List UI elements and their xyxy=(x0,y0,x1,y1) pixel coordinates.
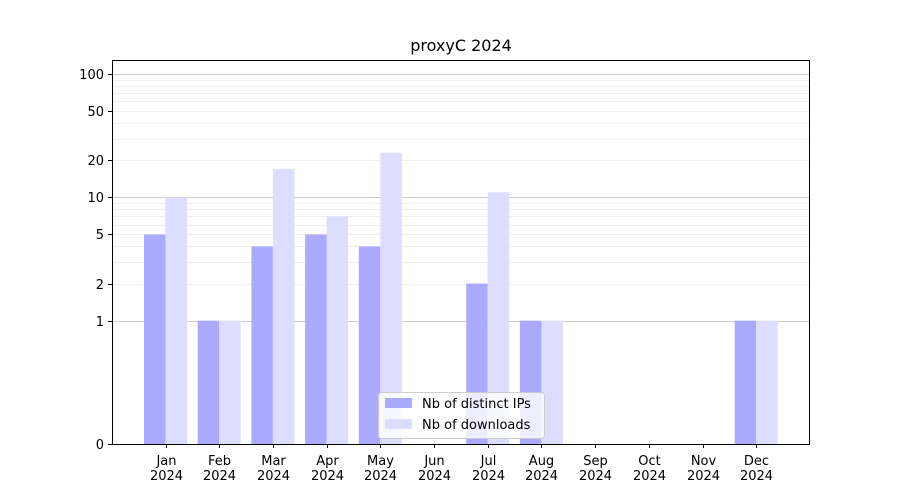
legend-swatch xyxy=(385,398,412,408)
bar-distinct-ips xyxy=(197,320,220,444)
y-axis-ticks: 0 1 2 5 10 20 50 100 xyxy=(79,68,112,453)
bar-distinct-ips xyxy=(305,234,327,444)
bar-downloads xyxy=(272,168,295,444)
x-tick-label: Oct 2024 xyxy=(633,454,666,484)
bar-distinct-ips xyxy=(251,246,273,444)
x-tick-label: Aug 2024 xyxy=(525,454,558,484)
y-tick-label: 100 xyxy=(79,68,104,83)
x-tick-label: Dec 2024 xyxy=(740,454,773,484)
x-tick-label: Jul 2024 xyxy=(472,454,505,484)
bar-downloads xyxy=(541,320,563,444)
x-tick-label: Jan 2024 xyxy=(150,454,183,484)
chart-title: proxyC 2024 xyxy=(410,36,512,55)
y-tick-label: 5 xyxy=(96,228,104,243)
bar-distinct-ips xyxy=(734,320,757,444)
y-tick-label: 2 xyxy=(96,278,104,293)
legend-swatch xyxy=(385,419,412,429)
bar-distinct-ips xyxy=(144,234,166,444)
x-axis-ticks: Jan 2024 Feb 2024 Mar 2024 Apr 2024 May 2024 Jun 20… xyxy=(150,444,773,484)
x-tick-label: Jun 2024 xyxy=(418,454,451,484)
legend: Nb of distinct IPs Nb of downloads xyxy=(378,392,545,439)
bar-downloads xyxy=(756,320,778,444)
y-tick-label: 10 xyxy=(87,191,104,206)
bar-downloads xyxy=(165,197,187,444)
x-tick-label: Apr 2024 xyxy=(311,454,344,484)
y-tick-label: 0 xyxy=(96,438,104,453)
x-tick-label: Sep 2024 xyxy=(579,454,612,484)
x-tick-label: Mar 2024 xyxy=(257,454,290,484)
bar-downloads xyxy=(219,320,241,444)
legend-box xyxy=(378,392,545,439)
bar-downloads xyxy=(326,216,349,444)
y-tick-label: 1 xyxy=(96,315,104,330)
y-tick-label: 50 xyxy=(87,105,104,120)
bar-downloads xyxy=(380,152,402,444)
bar-downloads xyxy=(487,192,510,444)
grid-lines xyxy=(112,74,809,322)
x-tick-label: Nov 2024 xyxy=(687,454,720,484)
y-tick-label: 20 xyxy=(87,154,104,169)
x-tick-label: May 2024 xyxy=(364,454,397,484)
x-tick-label: Feb 2024 xyxy=(203,454,236,484)
plot-frame xyxy=(112,60,810,445)
legend-label: Nb of downloads xyxy=(422,418,531,433)
legend-label: Nb of distinct IPs xyxy=(422,397,531,412)
bar-distinct-ips xyxy=(358,246,381,444)
